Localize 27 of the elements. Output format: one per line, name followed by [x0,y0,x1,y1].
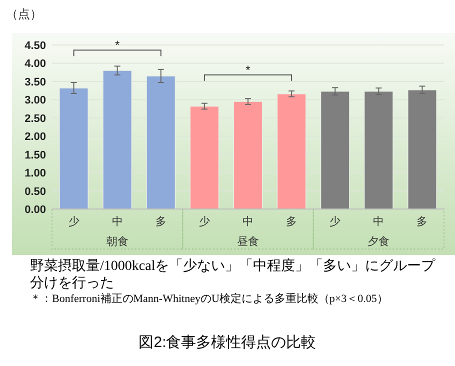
y-tick-label: 3.00 [24,94,46,107]
y-tick-label: 0.50 [24,186,46,198]
bracket: * [204,62,292,82]
x-tick-label: 少 [330,215,341,228]
x-tick-label: 少 [198,215,210,228]
y-tick-label: 3.50 [24,76,46,88]
annotation: * [114,38,120,52]
x-tick-label: 少 [68,215,80,228]
x-tick-label: 多 [155,216,166,228]
y-tick-label: 1.00 [24,168,46,180]
y-tick-label: 1.50 [24,149,46,162]
x-tick-label: 多 [416,216,428,228]
x-tick-label: 中 [242,215,254,228]
annotation-note: 野菜摂取量/1000kcalを「少ない」「中程度」「多い」にグループ分けを行った [30,258,436,292]
x-tick-label: 多 [286,216,298,228]
bracket: * [73,38,162,57]
y-tick-label: 0.00 [24,204,46,216]
annotation: * [246,62,251,77]
y-tick-label: 4.00 [24,58,46,70]
y-tick-label: 2.00 [24,131,46,144]
y-tick-label: 4.50 [24,40,46,52]
title: 図2:食事多様性得点の比較 [138,333,318,352]
ylabel: （点） [6,6,42,23]
x-tick-label: 中 [112,215,123,228]
annotation-footnote: ＊：Bonferroni補正のMann‐WhitneyのU検定による多重比較（p×3＜0.05） [30,293,389,306]
y-tick-label: 2.50 [24,112,46,125]
x-tick-label: 中 [373,215,384,228]
